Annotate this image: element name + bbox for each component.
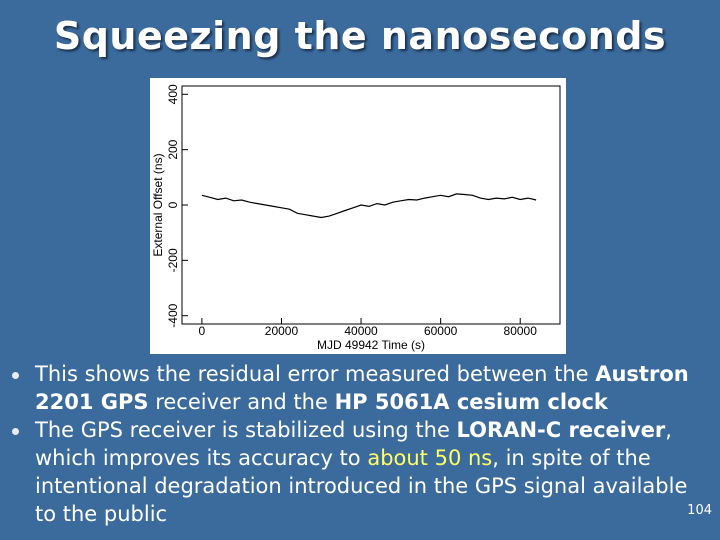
bullet-1-part-1: This shows the residual error measured b…	[35, 362, 596, 386]
x-axis-ticks: 0 20000 40000 60000 80000	[199, 318, 538, 338]
plot-frame	[181, 85, 561, 325]
y-axis-ticks: -400 -200 0 200 400	[166, 84, 188, 328]
page-number: 104	[687, 503, 712, 518]
x-tick-label: 40000	[344, 324, 378, 338]
bullet-2-part-5: , in spite of the intentional degradatio…	[35, 446, 688, 526]
x-tick-label: 80000	[504, 324, 538, 338]
bullet-text-1: This shows the residual error measured b…	[35, 362, 689, 414]
y-tick-label: 200	[166, 139, 180, 159]
bullet-2-part-1: The GPS receiver is stabilized using the	[35, 418, 457, 442]
bullet-dot-icon	[12, 428, 19, 435]
bullet-item-2: The GPS receiver is stabilized using the…	[10, 416, 715, 528]
bullet-item-1: This shows the residual error measured b…	[10, 360, 715, 416]
bullet-2-part-2: LORAN-C receiver	[456, 418, 666, 442]
y-axis-label: External Offset (ns)	[151, 153, 165, 256]
bullet-1-part-4: HP 5061A cesium clock	[334, 390, 608, 414]
bullet-1-part-2: Austron 2201 GPS	[35, 362, 689, 414]
x-tick-label: 20000	[265, 324, 299, 338]
x-tick-label: 0	[199, 324, 206, 338]
bullet-text-2: The GPS receiver is stabilized using the…	[35, 418, 687, 526]
x-axis-label: MJD 49942 Time (s)	[317, 338, 425, 352]
slide-title: Squeezing the nanoseconds	[53, 14, 667, 58]
offset-chart-svg: -400 -200 0 200 400 0 20000 40000 60000 80000 Ex…	[151, 84, 561, 352]
bullet-dot-icon	[12, 372, 19, 379]
bullet-list: This shows the residual error measured b…	[10, 360, 715, 528]
bullet-2-part-4: about 50 ns	[367, 446, 493, 470]
y-tick-label: 400	[166, 84, 180, 104]
offset-chart: -400 -200 0 200 400 0 20000 40000 60000 80000 Ex…	[150, 78, 566, 354]
y-tick-label: 0	[166, 201, 180, 208]
x-tick-label: 60000	[424, 324, 458, 338]
y-tick-label: -400	[166, 303, 180, 327]
y-tick-label: -200	[166, 248, 180, 272]
bullet-1-part-3: receiver and the	[148, 390, 335, 414]
bullet-2-part-3: , which improves its accuracy to	[35, 418, 672, 470]
series-line	[201, 193, 537, 219]
